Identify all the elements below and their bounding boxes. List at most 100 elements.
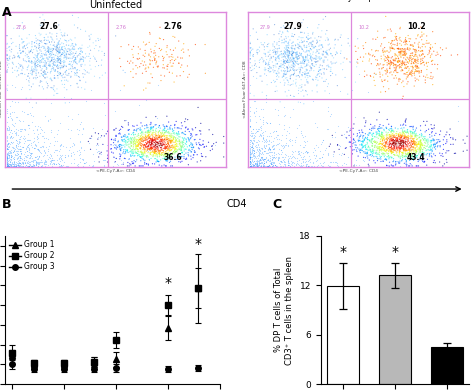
Point	[37, 48, 45, 54]
Point	[146, 31, 154, 37]
Point	[284, 64, 292, 71]
Point	[31, 145, 38, 151]
Point	[399, 61, 406, 67]
Point	[9, 143, 17, 150]
Point	[303, 38, 311, 45]
Point	[256, 150, 264, 156]
Point	[201, 70, 209, 76]
Point	[175, 136, 183, 143]
Point	[382, 141, 389, 147]
Point	[301, 56, 308, 63]
Point	[342, 145, 350, 151]
Point	[127, 148, 135, 154]
Point	[277, 158, 285, 165]
Point	[139, 134, 146, 140]
Point	[387, 57, 394, 64]
Point	[381, 142, 388, 149]
Point	[268, 163, 276, 169]
Point	[283, 66, 291, 73]
Point	[283, 35, 290, 41]
Point	[146, 57, 154, 63]
Point	[282, 112, 289, 118]
X-axis label: <PE-Cy7-A>: CD4: <PE-Cy7-A>: CD4	[339, 169, 378, 173]
Point	[267, 68, 274, 74]
Point	[398, 137, 406, 143]
Point	[56, 66, 64, 72]
Point	[137, 148, 145, 154]
Point	[312, 147, 319, 153]
Point	[26, 163, 33, 169]
Point	[137, 130, 145, 136]
Point	[418, 155, 425, 162]
Point	[141, 129, 149, 136]
Point	[85, 70, 93, 76]
Point	[166, 134, 174, 140]
Point	[147, 124, 155, 130]
Point	[69, 50, 77, 56]
Point	[26, 147, 33, 153]
Point	[406, 70, 414, 76]
Point	[5, 57, 12, 64]
Point	[367, 136, 375, 143]
Point	[167, 152, 175, 158]
Point	[373, 132, 380, 138]
Point	[31, 62, 39, 68]
Point	[318, 71, 325, 77]
Point	[396, 160, 403, 166]
Point	[260, 163, 267, 169]
Point	[416, 131, 423, 138]
Point	[388, 144, 395, 150]
Point	[276, 49, 284, 55]
Point	[275, 74, 283, 80]
Point	[387, 48, 394, 54]
Point	[273, 46, 281, 52]
Point	[411, 59, 419, 65]
Point	[253, 143, 261, 150]
Point	[297, 76, 305, 83]
Point	[378, 147, 386, 153]
Point	[369, 152, 376, 159]
Point	[46, 155, 54, 161]
Point	[139, 133, 146, 140]
Point	[12, 163, 20, 169]
Point	[410, 148, 418, 154]
Point	[128, 136, 135, 143]
Point	[159, 142, 167, 148]
Point	[290, 56, 298, 62]
Point	[115, 142, 123, 149]
Point	[246, 154, 254, 160]
Point	[176, 142, 184, 148]
Point	[383, 147, 391, 153]
Point	[440, 134, 448, 140]
Point	[152, 52, 159, 58]
Point	[296, 69, 303, 75]
Point	[307, 55, 315, 62]
Point	[141, 161, 148, 167]
Point	[429, 29, 437, 35]
Point	[310, 49, 317, 55]
Point	[145, 127, 153, 133]
Point	[212, 139, 220, 145]
Point	[151, 137, 158, 143]
Point	[333, 160, 341, 166]
Point	[24, 142, 32, 148]
Point	[58, 51, 66, 58]
Point	[37, 156, 45, 163]
Point	[143, 122, 150, 128]
Point	[316, 148, 324, 154]
Point	[138, 151, 146, 157]
Point	[382, 143, 390, 149]
Point	[160, 123, 168, 129]
Point	[286, 57, 294, 64]
Point	[118, 134, 126, 140]
Point	[29, 49, 36, 56]
Point	[32, 35, 40, 42]
Point	[169, 137, 176, 143]
Point	[408, 135, 416, 142]
Point	[170, 127, 177, 134]
Point	[292, 62, 299, 68]
Point	[384, 73, 392, 80]
Point	[29, 163, 37, 169]
Point	[393, 81, 401, 87]
Point	[80, 56, 87, 62]
